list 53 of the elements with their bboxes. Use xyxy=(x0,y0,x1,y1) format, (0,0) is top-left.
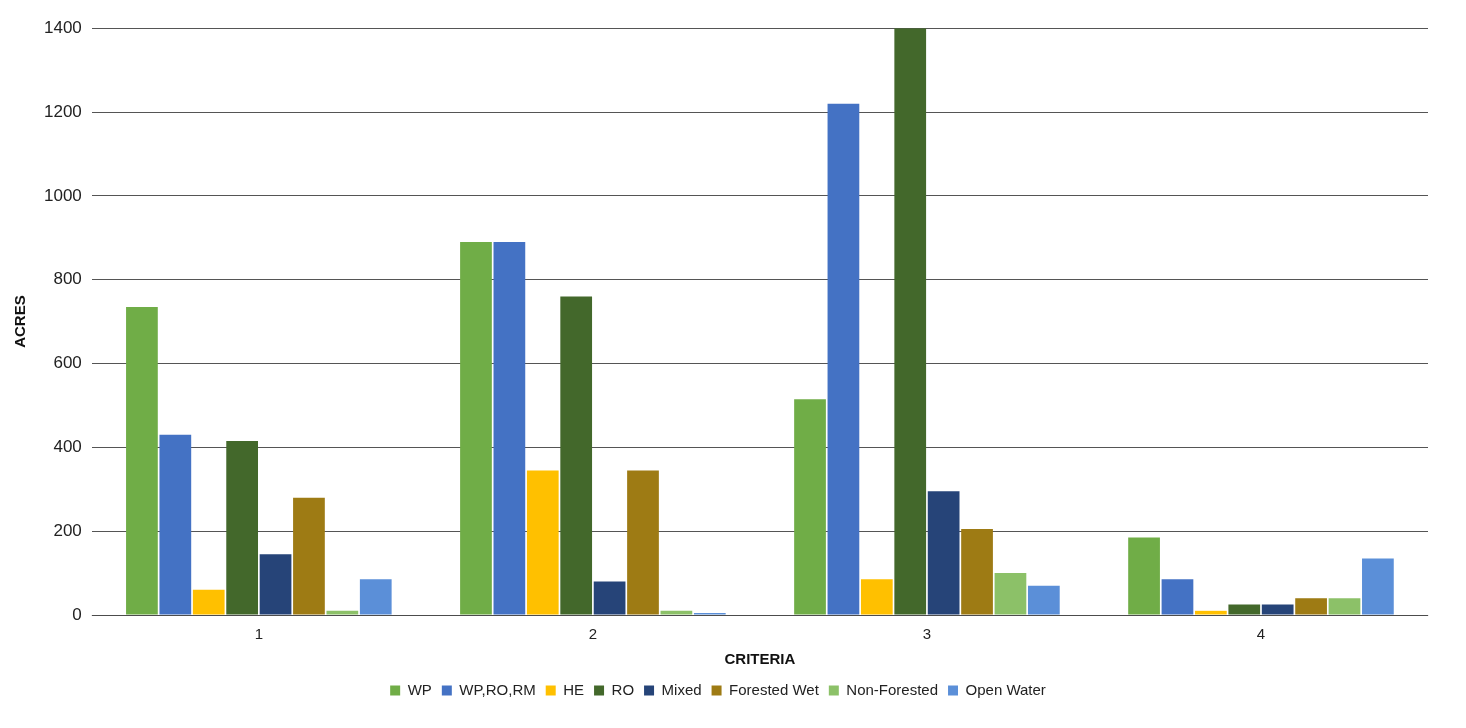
bar xyxy=(1195,610,1227,615)
y-tick-label: 800 xyxy=(53,269,82,289)
bar xyxy=(359,579,392,615)
bar xyxy=(660,610,693,615)
bar xyxy=(1261,604,1294,615)
x-tick-label: 4 xyxy=(1256,625,1266,643)
x-axis-title: CRITERIA xyxy=(724,650,796,668)
bar xyxy=(1228,604,1261,615)
legend-label: WP,RO,RM xyxy=(459,680,536,698)
bar xyxy=(293,497,325,615)
x-tick-label: 1 xyxy=(254,625,264,643)
bar xyxy=(493,241,526,615)
x-tick-label: 2 xyxy=(588,625,598,643)
legend-label: Mixed xyxy=(661,680,702,698)
legend-label: RO xyxy=(611,680,635,698)
bar xyxy=(827,103,860,615)
bar xyxy=(894,28,927,615)
bar xyxy=(1362,558,1394,615)
bar xyxy=(226,441,259,615)
legend-label: Forested Wet xyxy=(729,680,820,698)
y-tick-label: 0 xyxy=(72,604,82,624)
bar xyxy=(627,470,659,615)
bar xyxy=(560,296,593,615)
bar xyxy=(593,581,626,615)
y-axis-title: ACRES xyxy=(11,295,29,348)
y-tick-label: 600 xyxy=(53,353,82,373)
bar xyxy=(794,399,826,615)
bar xyxy=(961,529,993,615)
bar xyxy=(927,491,960,615)
y-tick-label: 1200 xyxy=(43,101,82,121)
y-tick-label: 200 xyxy=(53,520,82,540)
y-tick-label: 1000 xyxy=(43,185,82,205)
bar xyxy=(994,573,1027,615)
bar xyxy=(1295,598,1327,615)
bar xyxy=(259,554,292,615)
bar xyxy=(1027,585,1060,615)
bar xyxy=(1328,598,1361,615)
bar xyxy=(1128,537,1160,615)
bar xyxy=(159,434,192,615)
bar xyxy=(326,610,359,615)
legend-label: WP xyxy=(407,680,432,698)
bar xyxy=(126,306,158,615)
bar xyxy=(192,589,225,615)
bar xyxy=(460,241,492,615)
bar xyxy=(1161,579,1194,615)
y-tick-label: 400 xyxy=(53,437,82,457)
bar xyxy=(860,579,893,615)
bar xyxy=(526,470,559,615)
legend-label: Non-Forested xyxy=(846,680,939,698)
y-tick-label: 1400 xyxy=(43,17,82,37)
x-tick-label: 3 xyxy=(922,625,932,643)
legend-label: HE xyxy=(563,680,585,698)
legend-label: Open Water xyxy=(965,680,1046,698)
